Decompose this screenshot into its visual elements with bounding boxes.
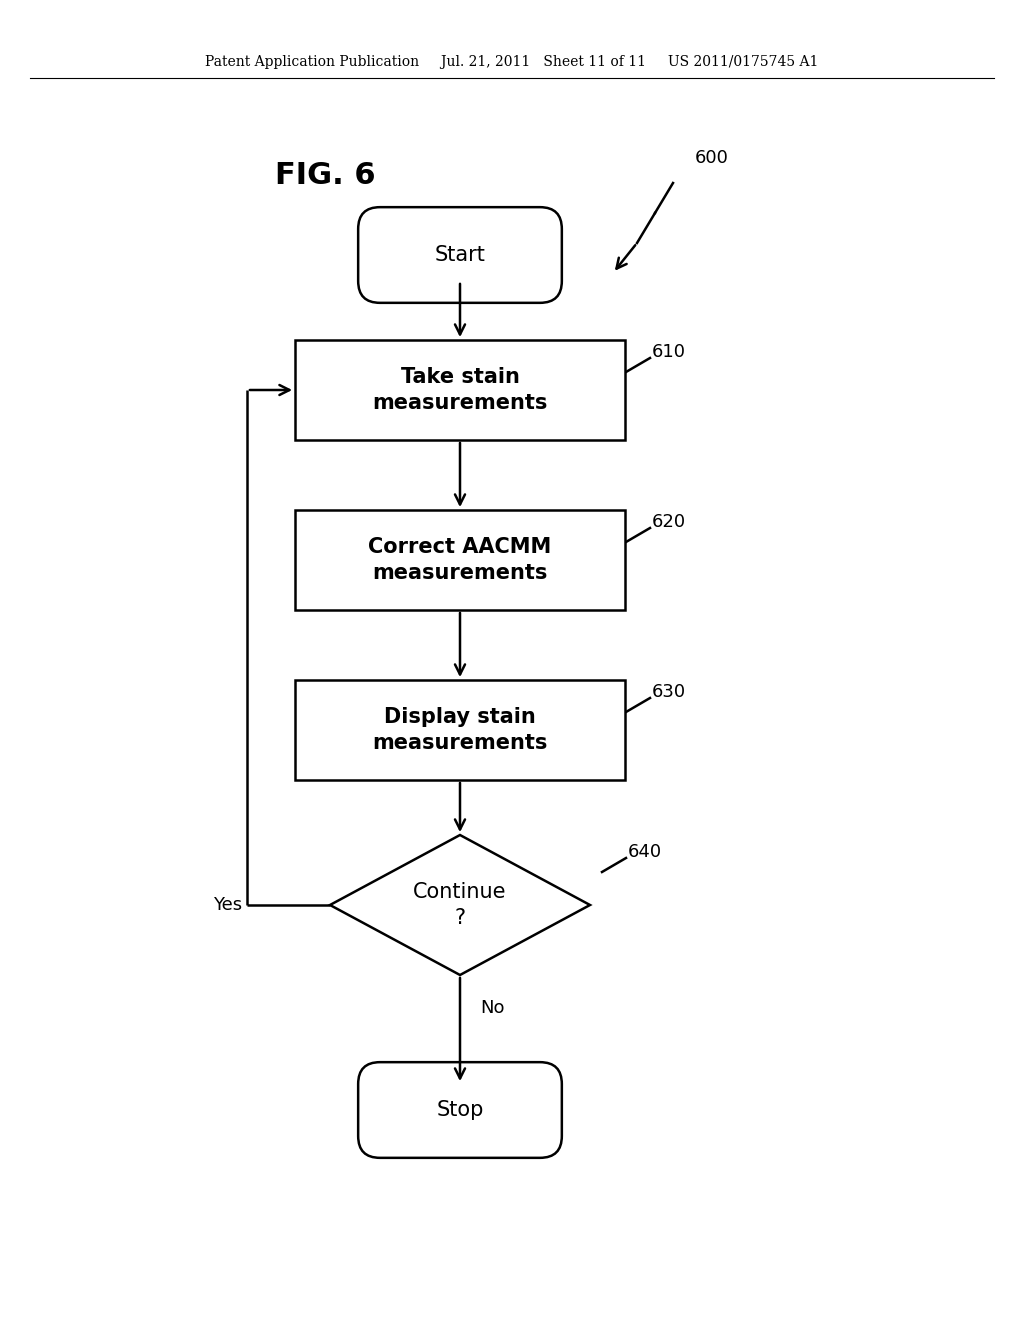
Text: 620: 620 — [652, 513, 686, 531]
Text: Take stain
measurements: Take stain measurements — [373, 367, 548, 413]
Text: 630: 630 — [652, 682, 686, 701]
FancyBboxPatch shape — [358, 207, 562, 302]
Text: Display stain
measurements: Display stain measurements — [373, 706, 548, 754]
Text: Patent Application Publication     Jul. 21, 2011   Sheet 11 of 11     US 2011/01: Patent Application Publication Jul. 21, … — [206, 55, 818, 69]
Text: No: No — [480, 999, 505, 1016]
Text: FIG. 6: FIG. 6 — [275, 161, 376, 190]
Text: Start: Start — [434, 246, 485, 265]
Polygon shape — [330, 836, 590, 975]
Text: 600: 600 — [695, 149, 729, 168]
Text: Correct AACMM
measurements: Correct AACMM measurements — [369, 537, 552, 583]
Bar — [295, 680, 625, 780]
Text: 610: 610 — [652, 343, 686, 360]
FancyBboxPatch shape — [358, 1063, 562, 1158]
Text: Yes: Yes — [213, 896, 243, 913]
Text: 640: 640 — [628, 843, 663, 861]
Text: Continue
?: Continue ? — [414, 882, 507, 928]
Bar — [295, 510, 625, 610]
Bar — [295, 341, 625, 440]
Text: Stop: Stop — [436, 1100, 483, 1119]
